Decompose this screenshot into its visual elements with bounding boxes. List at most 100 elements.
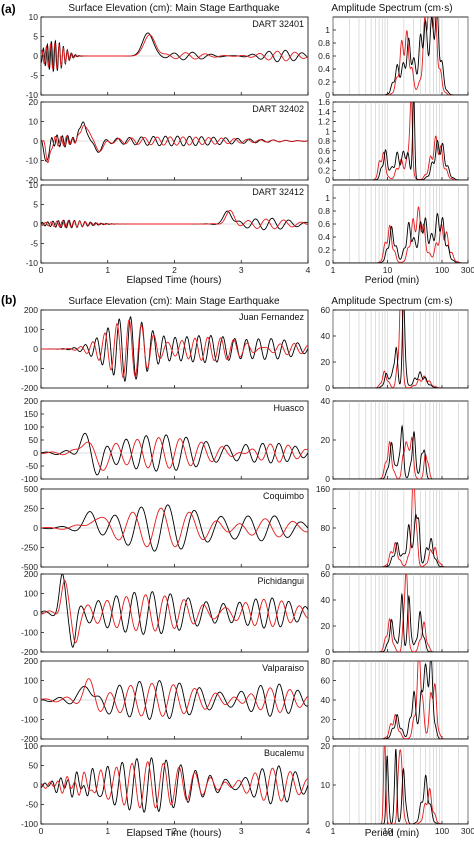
spectrum-ytick-label-b6-2: 20 [321, 741, 331, 751]
time-ytick-label-b1-2: 0 [33, 344, 38, 354]
spectrum-ytick-label-a2-7: 1.4 [318, 107, 330, 117]
spectrum-ytick-label-b5-3: 60 [321, 676, 331, 686]
spectrum-ytick-label-b5-2: 40 [321, 695, 331, 705]
time-ytick-label-b1-0: -200 [21, 383, 38, 393]
spectrum-series-red-b2 [333, 436, 468, 479]
spectrum-ytick-label-b4-2: 40 [321, 595, 331, 605]
spectrum-ytick-label-a3-5: 1 [325, 193, 330, 203]
spectrum-ytick-label-a2-1: 0.2 [318, 165, 330, 175]
time-ytick-label-b2-5: 150 [24, 409, 38, 419]
spectrum-axes-a2 [332, 101, 469, 181]
spectrum-series-black-b1 [333, 310, 468, 388]
spectrum-ytick-label-b4-0: 0 [325, 647, 330, 657]
spectrum-ytick-label-b6-1: 10 [321, 780, 331, 790]
time-ytick-label-b5-2: 0 [33, 695, 38, 705]
time-ytick-label-b6-4: 100 [24, 741, 38, 751]
time-series-black-b6 [41, 757, 308, 813]
spectrum-ytick-label-a3-3: 0.6 [318, 219, 330, 229]
spectrum-axes-b5 [332, 660, 469, 740]
station-label-b3: Coquimbo [263, 491, 304, 501]
time-xtick-label-b6-0: 0 [39, 826, 44, 836]
time-ytick-label-b4-1: -100 [21, 628, 38, 638]
spectrum-series-red-a2 [333, 102, 468, 180]
spectrum-ytick-label-b3-0: 0 [325, 562, 330, 572]
time-series-red-a3 [41, 209, 308, 230]
time-series-black-b1 [41, 316, 308, 383]
time-series-red-b4 [41, 579, 308, 644]
time-xlabel-a: Elapsed Time (hours) [126, 275, 221, 286]
spectrum-ytick-label-b4-3: 60 [321, 569, 331, 579]
time-ytick-label-b5-1: -100 [21, 715, 38, 725]
spectrum-ytick-label-a3-4: 0.8 [318, 206, 330, 216]
spectrum-ytick-label-a1-2: 0.4 [318, 64, 330, 74]
spectrum-xtick-label-a3-0: 1 [331, 265, 336, 275]
spectrum-series-black-b5 [333, 661, 468, 739]
spectrum-ytick-label-a3-1: 0.2 [318, 245, 330, 255]
spectrum-ytick-label-a1-1: 0.2 [318, 77, 330, 87]
time-ytick-label-a2-0: -20 [26, 175, 39, 185]
spectrum-xlabel-a: Period (min) [365, 275, 419, 286]
time-series-red-b6 [41, 761, 308, 809]
time-ytick-label-a3-0: -10 [26, 258, 39, 268]
spectrum-axes-b1 [332, 309, 469, 389]
spectrum-xtick-label-b6-0: 1 [331, 826, 336, 836]
time-ytick-label-b4-4: 200 [24, 569, 38, 579]
spectrum-ytick-label-b5-4: 80 [321, 656, 331, 666]
spectrum-ytick-label-a1-0: 0 [325, 90, 330, 100]
time-xtick-label-a3-2: 2 [172, 265, 177, 275]
time-ytick-label-b4-3: 100 [24, 589, 38, 599]
time-ytick-label-b5-0: -200 [21, 734, 38, 744]
spectrum-xlabel-b: Period (min) [365, 828, 419, 839]
spectrum-ytick-label-b5-1: 20 [321, 715, 331, 725]
spectrum-ytick-label-a2-6: 1.2 [318, 117, 330, 127]
spectrum-xtick-label-a3-3: 300 [461, 265, 474, 275]
time-title-b: Surface Elevation (cm): Main Stage Earth… [68, 296, 280, 307]
spectrum-axes-b3 [332, 488, 469, 568]
time-series-black-b4 [41, 574, 308, 648]
spectrum-ytick-label-b3-2: 80 [321, 523, 331, 533]
station-label-b2: Huasco [273, 403, 304, 413]
time-ytick-label-a1-2: 0 [33, 51, 38, 61]
spectrum-axes-a3 [332, 184, 469, 264]
time-xtick-label-b6-3: 3 [239, 826, 244, 836]
time-ytick-label-a3-2: 0 [33, 219, 38, 229]
time-ytick-label-b2-4: 100 [24, 422, 38, 432]
time-ytick-label-b4-0: -200 [21, 647, 38, 657]
time-ytick-label-b2-0: -100 [21, 474, 38, 484]
time-series-black-a2 [41, 121, 308, 162]
time-ytick-label-a1-3: 5 [33, 32, 38, 42]
spectrum-series-red-b6 [333, 746, 468, 824]
spectrum-ytick-label-a1-3: 0.6 [318, 51, 330, 61]
time-ytick-label-b3-2: 0 [33, 523, 38, 533]
time-series-red-b3 [41, 507, 308, 548]
station-label-a3: DART 32412 [252, 187, 304, 197]
time-ytick-label-a3-1: -5 [30, 239, 38, 249]
panel-label-b: (b) [1, 293, 16, 307]
spectrum-ytick-label-b2-1: 20 [321, 435, 331, 445]
time-xtick-label-b6-4: 4 [306, 826, 311, 836]
time-ytick-label-b6-1: -50 [26, 800, 39, 810]
spectrum-series-black-a2 [333, 102, 468, 180]
spectrum-xtick-label-a3-1: 10 [383, 265, 393, 275]
spectrum-ytick-label-b5-0: 0 [325, 734, 330, 744]
time-xtick-label-b6-2: 2 [172, 826, 177, 836]
time-series-red-b1 [41, 319, 308, 378]
spectrum-ytick-label-a1-4: 0.8 [318, 38, 330, 48]
spectrum-ytick-label-b1-1: 20 [321, 357, 331, 367]
spectrum-series-red-b4 [333, 574, 468, 652]
time-series-black-b5 [41, 680, 308, 720]
station-label-b5: Valparaiso [262, 663, 304, 673]
spectrum-xtick-label-b6-1: 10 [383, 826, 393, 836]
spectrum-title-b: Amplitude Spectrum (cm·s) [331, 296, 452, 307]
time-xtick-label-a3-1: 1 [105, 265, 110, 275]
time-title-a: Surface Elevation (cm): Main Stage Earth… [68, 3, 280, 14]
time-ytick-label-b1-3: 100 [24, 325, 38, 335]
time-ytick-label-b2-3: 50 [29, 435, 39, 445]
station-label-a1: DART 32401 [252, 19, 304, 29]
time-series-black-b2 [41, 432, 308, 476]
spectrum-series-black-a3 [333, 212, 468, 263]
spectrum-xtick-label-b6-2: 100 [435, 826, 449, 836]
time-ytick-label-b1-1: -100 [21, 364, 38, 374]
spectrum-series-black-b6 [333, 748, 468, 824]
time-ytick-label-a1-4: 10 [29, 12, 39, 22]
